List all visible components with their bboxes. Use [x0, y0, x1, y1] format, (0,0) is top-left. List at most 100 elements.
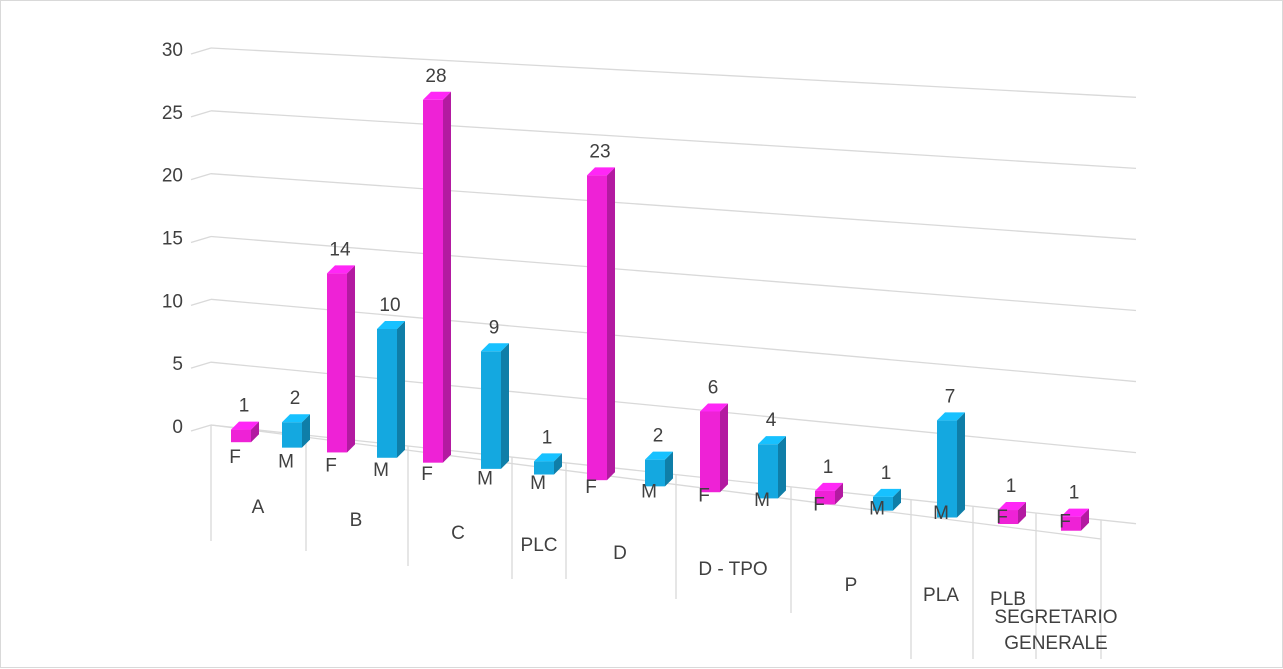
sub-category-label: F — [1059, 512, 1071, 533]
bar-D-F — [587, 175, 607, 481]
gridline — [210, 424, 1137, 525]
data-label: 1 — [881, 463, 892, 484]
y-tick-label: 30 — [162, 40, 183, 61]
sub-category-label: M — [530, 473, 546, 494]
bar-D-M — [645, 459, 665, 487]
group-label: PLA — [923, 585, 959, 606]
data-label: 4 — [766, 410, 777, 431]
bar-B-F — [327, 273, 347, 453]
sub-category-label: F — [813, 494, 825, 515]
y-tick-label: 20 — [162, 166, 183, 187]
bar-D - TPO-F — [700, 411, 720, 493]
y-tick-label: 15 — [162, 229, 183, 250]
bar-side — [302, 414, 310, 448]
gridline — [210, 298, 1137, 383]
gridline-stub — [190, 361, 212, 369]
gridline — [210, 47, 1137, 98]
y-tick-label: 0 — [172, 417, 183, 438]
group-label: P — [845, 575, 858, 596]
bar-B-M — [377, 328, 397, 458]
data-label: 7 — [945, 386, 956, 407]
bar-top — [534, 453, 562, 462]
data-label: 6 — [708, 378, 719, 399]
bar-C-F — [423, 99, 443, 463]
bar-P-F — [815, 490, 835, 505]
sub-category-label: F — [229, 447, 241, 468]
bar-side — [665, 451, 673, 487]
data-label: 14 — [329, 239, 351, 260]
sub-category-label: M — [373, 460, 389, 481]
sub-category-label: F — [698, 486, 710, 507]
data-label: 1 — [1069, 483, 1080, 504]
data-label: 28 — [425, 66, 446, 87]
gridline-stub — [190, 47, 212, 55]
bar-side — [720, 403, 728, 493]
sub-category-label: M — [869, 499, 885, 520]
bar-side — [957, 412, 965, 518]
bar-D - TPO-M — [758, 444, 778, 499]
bar-top — [327, 265, 355, 274]
bar-side — [443, 91, 451, 463]
bar-side — [554, 453, 562, 475]
bar-side — [1081, 508, 1089, 531]
bar-top — [700, 403, 728, 412]
data-label: 9 — [489, 317, 500, 338]
group-label: SEGRETARIO — [994, 607, 1117, 628]
gridline — [210, 110, 1137, 170]
bar-P-M — [873, 496, 893, 511]
gridline-stub — [190, 424, 212, 432]
bar-top — [587, 167, 615, 176]
bar-SEGRETARIO GENERALE-F — [1061, 516, 1081, 531]
bar-side — [397, 320, 405, 458]
bar-top — [1061, 508, 1089, 517]
gridline-stub — [190, 110, 212, 118]
bar-C-M — [481, 351, 501, 469]
group-label: PLC — [521, 535, 558, 556]
sub-category-label: F — [996, 507, 1008, 528]
sub-category-label: F — [585, 477, 597, 498]
bar-top — [481, 343, 509, 352]
group-label: PLB — [990, 589, 1026, 610]
bar-top — [873, 488, 901, 497]
y-tick-label: 25 — [162, 103, 183, 124]
gridline-stub — [190, 298, 212, 306]
data-label: 23 — [589, 141, 610, 162]
bar-top — [937, 412, 965, 421]
sub-category-label: F — [421, 464, 433, 485]
y-tick-label: 5 — [172, 354, 183, 375]
sub-category-label: M — [641, 481, 657, 502]
bar-side — [607, 167, 615, 481]
bar-A-F — [231, 429, 251, 443]
sub-category-label: M — [278, 451, 294, 472]
sub-category-label: F — [325, 456, 337, 477]
gridline — [210, 361, 1137, 454]
gridline — [210, 173, 1137, 241]
y-tick-label: 10 — [162, 291, 183, 312]
bar-side — [893, 488, 901, 511]
group-label: D - TPO — [698, 559, 767, 580]
data-label: 1 — [239, 396, 250, 417]
bar-PLB-F — [998, 510, 1018, 525]
sub-category-label: M — [933, 503, 949, 524]
bar-top — [815, 482, 843, 491]
sub-category-label: M — [754, 490, 770, 511]
bar-top — [282, 414, 310, 423]
bar-side — [835, 482, 843, 505]
bar-side — [347, 265, 355, 453]
group-label: A — [252, 497, 265, 518]
group-label: GENERALE — [1004, 633, 1107, 654]
data-label: 2 — [653, 426, 664, 447]
bar-PLC-M — [534, 461, 554, 475]
bar-side — [251, 421, 259, 443]
sub-category-label: M — [477, 469, 493, 490]
group-label: B — [350, 510, 363, 531]
data-label: 1 — [823, 457, 834, 478]
bar-top — [758, 436, 786, 445]
group-label: C — [451, 523, 465, 544]
bar-PLA-M — [937, 420, 957, 518]
bar-top — [645, 451, 673, 460]
bar-top — [998, 502, 1026, 511]
data-label: 1 — [1006, 476, 1017, 497]
